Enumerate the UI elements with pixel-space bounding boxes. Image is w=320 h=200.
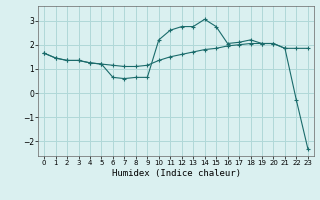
X-axis label: Humidex (Indice chaleur): Humidex (Indice chaleur) [111, 169, 241, 178]
